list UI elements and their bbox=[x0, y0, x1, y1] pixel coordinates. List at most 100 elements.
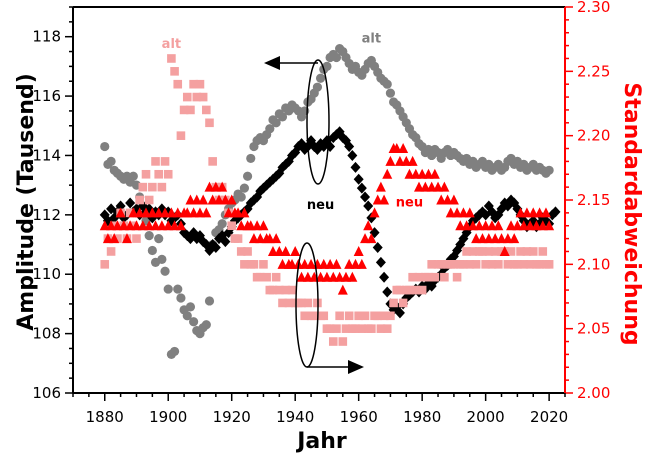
sd-alt-point bbox=[386, 311, 395, 321]
sd-alt-point bbox=[170, 67, 179, 76]
sd-neu-point bbox=[191, 194, 202, 205]
sd-alt-point bbox=[544, 260, 554, 269]
sd-neu-point bbox=[448, 194, 459, 205]
amplitude-alt-point bbox=[160, 266, 170, 276]
sd-neu-point bbox=[356, 258, 367, 269]
sd-neu-point bbox=[369, 207, 380, 218]
amplitude-alt-point bbox=[106, 156, 116, 166]
sd-alt-point bbox=[357, 324, 367, 333]
sd-neu-point bbox=[325, 258, 336, 269]
sd-neu-point bbox=[321, 271, 332, 282]
right-tick-label: 2.25 bbox=[577, 62, 610, 80]
bottom-tick-label: 1920 bbox=[213, 408, 251, 426]
series-annotation-label: alt bbox=[362, 32, 381, 47]
sd-alt-point bbox=[163, 169, 173, 179]
sd-neu-point bbox=[340, 271, 351, 282]
sd-alt-point bbox=[262, 272, 271, 282]
amplitude-neu-point bbox=[356, 182, 367, 194]
sd-neu-point bbox=[394, 155, 405, 166]
sd-alt-point bbox=[100, 260, 110, 269]
sd-neu-point bbox=[372, 194, 383, 205]
series-annotation-label: neu bbox=[307, 198, 334, 213]
sd-alt-point bbox=[430, 272, 440, 282]
sd-alt-point bbox=[189, 79, 198, 89]
sd-alt-point bbox=[436, 260, 446, 269]
sd-neu-point bbox=[401, 155, 412, 166]
sd-alt-point bbox=[506, 247, 516, 256]
sd-alt-point bbox=[240, 260, 249, 269]
sd-neu-point bbox=[147, 207, 158, 218]
sd-neu-point bbox=[528, 207, 539, 218]
amplitude-neu-point bbox=[382, 286, 393, 298]
sd-alt-point bbox=[379, 311, 389, 321]
sd-alt-point bbox=[284, 298, 294, 308]
sd-neu-point bbox=[150, 220, 161, 231]
sd-neu-point bbox=[331, 258, 342, 269]
sd-alt-point bbox=[376, 324, 386, 333]
right-tick-label: 2.30 bbox=[577, 0, 610, 16]
amplitude-alt-point bbox=[312, 82, 323, 92]
sd-neu-point bbox=[480, 220, 491, 231]
sd-alt-point bbox=[243, 247, 252, 256]
sd-alt-point bbox=[144, 195, 154, 205]
sd-alt-point bbox=[319, 311, 329, 321]
sd-neu-point bbox=[506, 220, 517, 231]
sd-neu-point bbox=[137, 220, 148, 231]
amplitude-alt-point bbox=[322, 61, 332, 71]
sd-alt-point bbox=[424, 272, 433, 282]
bottom-tick-label: 1960 bbox=[340, 408, 378, 426]
sd-neu-point bbox=[537, 220, 548, 231]
amplitude-neu-point bbox=[375, 256, 386, 268]
amplitude-alt-point bbox=[239, 183, 250, 193]
sd-alt-point bbox=[471, 260, 481, 269]
sd-neu-point bbox=[483, 233, 494, 244]
sd-alt-point bbox=[233, 234, 243, 243]
sd-neu-point bbox=[509, 233, 520, 244]
sd-alt-point bbox=[395, 285, 405, 295]
sd-alt-point bbox=[414, 272, 424, 282]
sd-alt-point bbox=[440, 272, 449, 282]
sd-neu-point bbox=[121, 233, 132, 244]
sd-neu-point bbox=[125, 220, 136, 231]
sd-alt-point bbox=[513, 260, 522, 269]
amplitude-alt-point bbox=[271, 118, 281, 128]
sd-neu-point bbox=[172, 207, 183, 218]
sd-neu-point bbox=[512, 220, 523, 231]
amplitude-alt-point bbox=[154, 234, 164, 244]
sd-alt-point bbox=[154, 169, 164, 179]
sd-neu-point bbox=[185, 194, 196, 205]
sd-neu-point bbox=[474, 220, 485, 231]
sd-alt-point bbox=[179, 105, 189, 115]
arrow-right-head bbox=[348, 360, 364, 374]
bottom-tick-label: 2020 bbox=[530, 408, 568, 426]
sd-neu-point bbox=[141, 207, 152, 218]
sd-neu-point bbox=[452, 207, 463, 218]
left-tick-label: 114 bbox=[32, 146, 61, 164]
sd-alt-point bbox=[417, 285, 427, 295]
series-annotation-label: neu bbox=[396, 195, 423, 210]
sd-neu-point bbox=[258, 220, 269, 231]
sd-neu-point bbox=[413, 181, 424, 192]
sd-alt-point bbox=[151, 157, 160, 166]
y-axis-title-right: Standardabweichung bbox=[619, 82, 644, 345]
sd-alt-point bbox=[132, 234, 141, 243]
amplitude-neu-point bbox=[550, 206, 561, 218]
sd-neu-point bbox=[534, 207, 545, 218]
sd-alt-point bbox=[389, 298, 398, 308]
sd-neu-point bbox=[296, 271, 307, 282]
sd-neu-point bbox=[115, 207, 126, 218]
amplitude-alt-point bbox=[173, 284, 183, 294]
sd-neu-point bbox=[169, 220, 180, 231]
amplitude-alt-point bbox=[217, 219, 227, 229]
sd-alt-point bbox=[106, 247, 116, 256]
sd-alt-point bbox=[227, 221, 237, 231]
sd-neu-point bbox=[318, 258, 329, 269]
y-axis-title-left: Amplitude (Tausend) bbox=[14, 73, 39, 331]
right-tick-label: 2.20 bbox=[577, 127, 610, 145]
bottom-tick-label: 1980 bbox=[403, 408, 441, 426]
amplitude-alt-point bbox=[163, 284, 173, 294]
amplitude-alt-point bbox=[236, 192, 246, 202]
amplitude-alt-point bbox=[128, 171, 138, 181]
sd-neu-point bbox=[366, 233, 377, 244]
sd-alt-point bbox=[398, 298, 408, 308]
